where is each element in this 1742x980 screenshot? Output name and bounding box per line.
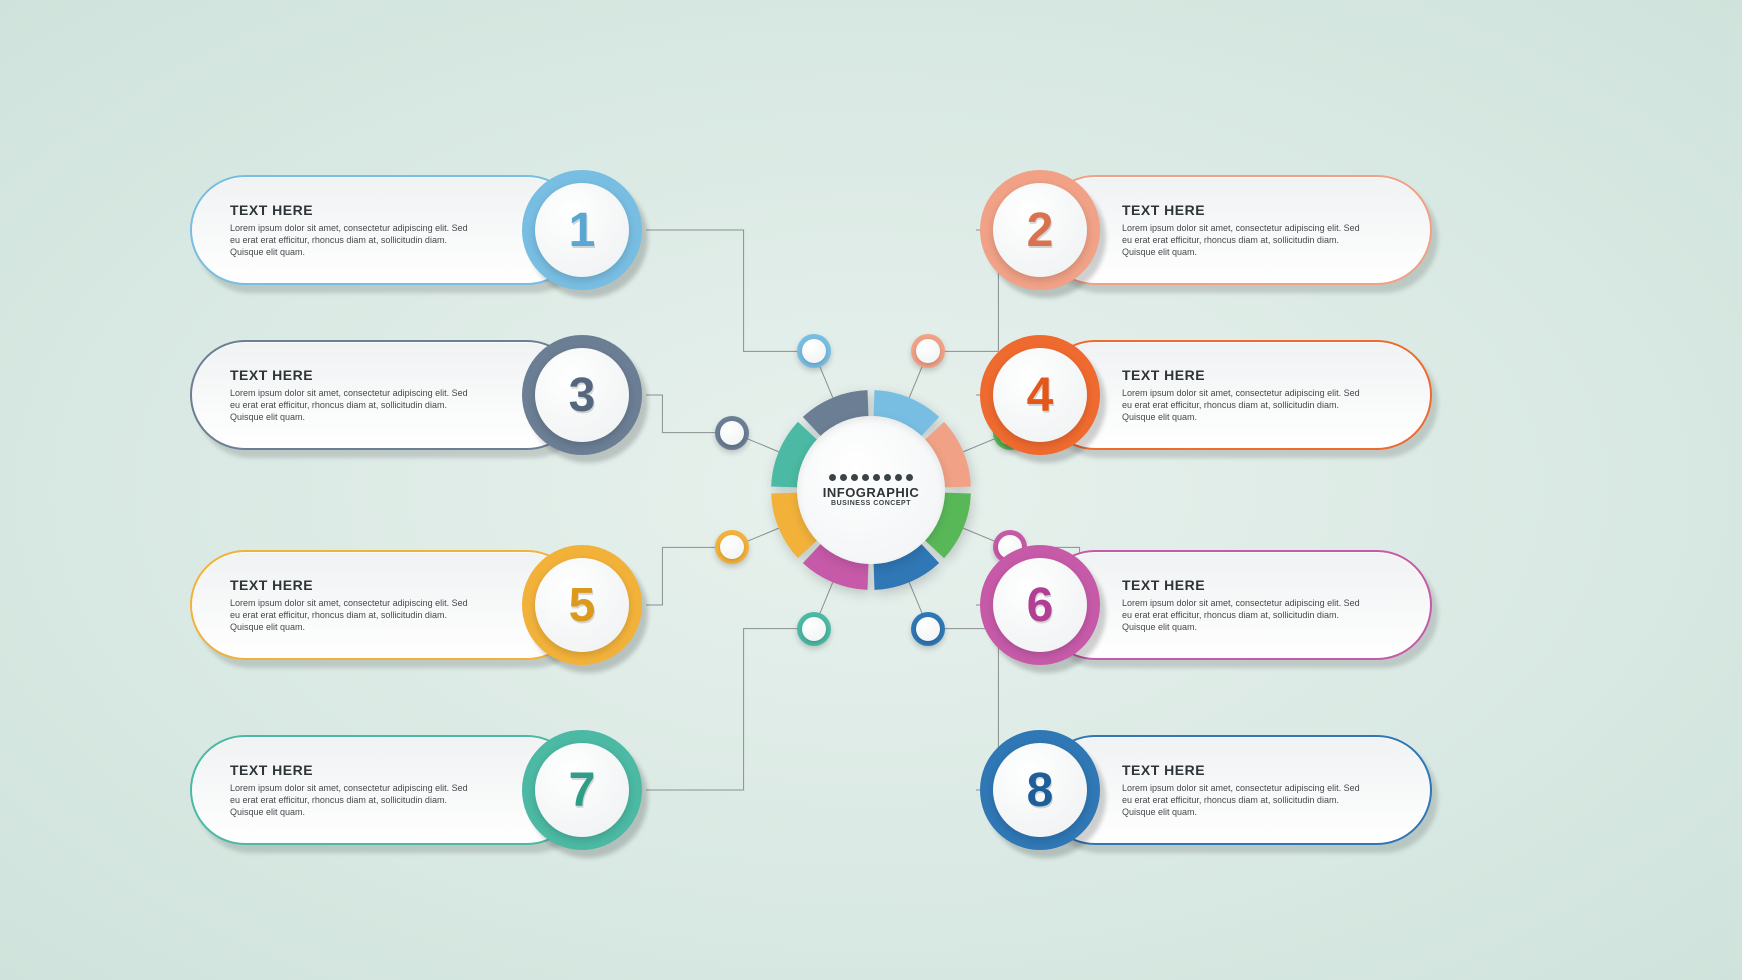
item-number: 7 bbox=[569, 763, 596, 818]
item-body: Lorem ipsum dolor sit amet, consectetur … bbox=[1122, 222, 1372, 258]
orbit-node bbox=[715, 530, 749, 564]
item-body: Lorem ipsum dolor sit amet, consectetur … bbox=[230, 597, 480, 633]
item-body: Lorem ipsum dolor sit amet, consectetur … bbox=[1122, 387, 1372, 423]
item-number: 4 bbox=[1027, 368, 1054, 423]
item-heading: TEXT HERE bbox=[230, 762, 480, 778]
item-number-badge: 8 bbox=[980, 730, 1100, 850]
item-number: 5 bbox=[569, 578, 596, 633]
item-number: 3 bbox=[569, 368, 596, 423]
hub-subtitle: BUSINESS CONCEPT bbox=[831, 500, 911, 507]
item-number-badge: 6 bbox=[980, 545, 1100, 665]
center-hub: INFOGRAPHIC BUSINESS CONCEPT bbox=[771, 390, 971, 590]
item-body: Lorem ipsum dolor sit amet, consectetur … bbox=[1122, 782, 1372, 818]
item-number: 2 bbox=[1027, 203, 1054, 258]
item-body: Lorem ipsum dolor sit amet, consectetur … bbox=[230, 782, 480, 818]
item-body: Lorem ipsum dolor sit amet, consectetur … bbox=[230, 222, 480, 258]
item-number: 8 bbox=[1027, 763, 1054, 818]
item-heading: TEXT HERE bbox=[1122, 202, 1372, 218]
item-heading: TEXT HERE bbox=[230, 202, 480, 218]
infographic-stage: INFOGRAPHIC BUSINESS CONCEPT TEXT HERE Lo… bbox=[0, 0, 1742, 980]
hub-dot-row bbox=[829, 474, 913, 481]
item-body: Lorem ipsum dolor sit amet, consectetur … bbox=[1122, 597, 1372, 633]
item-number-badge: 3 bbox=[522, 335, 642, 455]
item-number: 1 bbox=[569, 203, 596, 258]
orbit-node bbox=[911, 334, 945, 368]
item-heading: TEXT HERE bbox=[230, 367, 480, 383]
orbit-node bbox=[911, 612, 945, 646]
orbit-node bbox=[715, 416, 749, 450]
item-heading: TEXT HERE bbox=[1122, 367, 1372, 383]
item-number-badge: 2 bbox=[980, 170, 1100, 290]
item-number: 6 bbox=[1027, 578, 1054, 633]
orbit-node bbox=[797, 334, 831, 368]
item-body: Lorem ipsum dolor sit amet, consectetur … bbox=[230, 387, 480, 423]
item-number-badge: 7 bbox=[522, 730, 642, 850]
item-number-badge: 5 bbox=[522, 545, 642, 665]
hub-inner-disc: INFOGRAPHIC BUSINESS CONCEPT bbox=[797, 416, 945, 564]
item-number-badge: 1 bbox=[522, 170, 642, 290]
hub-title: INFOGRAPHIC bbox=[823, 485, 920, 500]
item-heading: TEXT HERE bbox=[1122, 762, 1372, 778]
item-heading: TEXT HERE bbox=[230, 577, 480, 593]
item-heading: TEXT HERE bbox=[1122, 577, 1372, 593]
orbit-node bbox=[797, 612, 831, 646]
item-number-badge: 4 bbox=[980, 335, 1100, 455]
